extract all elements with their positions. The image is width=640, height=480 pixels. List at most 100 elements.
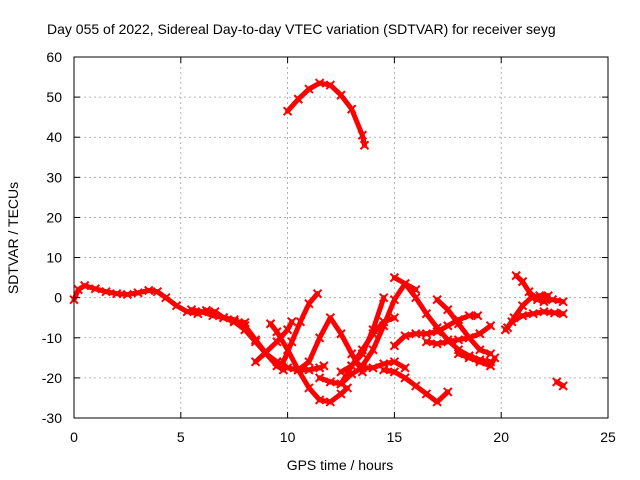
data-point [368,363,378,373]
data-point [443,387,453,397]
series-line [231,319,327,373]
data-point [312,288,323,299]
data-point [314,333,325,343]
data-point [464,311,474,321]
y-tick-label: 10 [46,250,62,266]
data-point [240,325,250,335]
data-point [389,341,400,351]
y-tick-label: 20 [46,209,62,225]
y-tick-label: -10 [42,330,62,346]
data-point [464,353,474,363]
data-point [304,357,314,367]
data-point [250,337,261,347]
data-point [278,357,289,367]
data-point [133,288,143,298]
series-track-6 [278,288,323,367]
data-point [558,296,568,307]
data-point [472,311,483,321]
data-point [250,357,261,367]
data-point [161,292,171,303]
data-point [453,319,464,329]
data-point [314,78,325,88]
data-point [379,365,389,375]
y-tick-label: 50 [46,89,62,105]
data-point [475,345,485,355]
data-point [152,286,163,297]
data-point [517,300,528,311]
data-point [293,94,303,104]
data-point [421,337,432,347]
data-point [524,286,534,297]
y-tick-label: -30 [42,410,62,426]
plot-frame [73,56,609,419]
data-point [421,329,432,339]
data-point [144,285,154,296]
data-point [389,294,400,305]
data-point [265,319,276,329]
data-point [272,327,282,337]
y-tick-label: 30 [46,169,62,185]
data-point [389,272,400,283]
data-point [389,313,400,323]
data-point [336,379,346,389]
data-point [79,280,90,291]
data-point [509,313,519,323]
y-tick-label: 60 [46,49,62,65]
data-point [432,294,442,305]
data-point [112,288,122,299]
data-point [101,286,111,297]
data-point [218,313,229,323]
data-point [411,329,421,339]
data-point [90,284,101,294]
x-tick-label: 15 [387,429,403,445]
x-tick-label: 5 [177,429,185,445]
data-point [502,323,513,333]
data-point [73,284,83,295]
data-point [432,397,442,407]
data-point [411,381,421,391]
data-point [558,309,568,319]
data-point [304,84,314,94]
data-point [319,361,329,371]
data-point [171,300,182,311]
data-point [261,347,271,357]
data-point [443,321,453,331]
x-tick-label: 0 [70,429,78,445]
data-point [453,335,464,345]
data-point [400,331,410,341]
data-point [325,80,336,90]
data-point [558,381,568,391]
data-point [197,306,207,317]
data-point [432,339,442,349]
data-point [336,367,346,377]
x-tick-label: 20 [493,429,509,445]
data-point [485,321,496,331]
series-track-18 [453,349,500,371]
data-point [475,357,485,367]
data-point [325,313,336,323]
data-point [552,377,562,387]
data-point [295,317,306,327]
chart-title: Day 055 of 2022, Sidereal Day-to-day VTE… [47,21,556,37]
data-point [304,383,314,393]
data-point [432,323,442,333]
data-point [368,345,378,355]
x-axis-label: GPS time / hours [287,457,394,473]
x-tick-label: 10 [280,429,296,445]
data-point [229,317,239,327]
y-tick-label: -20 [42,370,62,386]
data-point [304,298,314,309]
data-point [400,373,410,383]
series-track-14 [389,311,483,351]
data-point [379,292,389,303]
data-point [282,363,293,373]
data-point [282,325,293,335]
data-point [357,349,368,359]
data-point [325,377,336,387]
series-track-1 [69,280,250,328]
data-point [287,337,297,347]
data-point [208,311,218,321]
ticks: 0 5 10 15 20 25 -30 -20 -10 0 10 20 30 40 50 60 [42,49,616,445]
